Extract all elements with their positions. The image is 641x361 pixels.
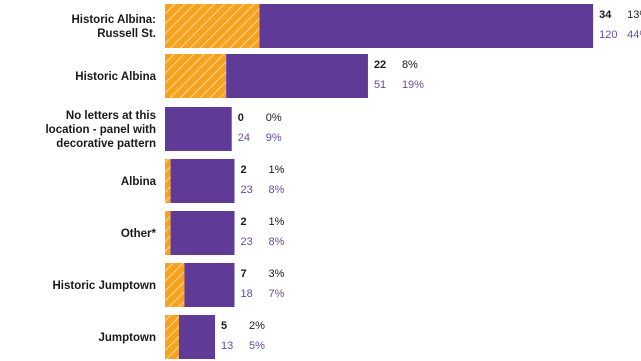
bar-segment-hatched bbox=[165, 4, 260, 48]
bar-segment-solid bbox=[226, 54, 368, 98]
bar-segment-hatched bbox=[165, 159, 171, 203]
value-label: 120 bbox=[599, 29, 617, 41]
bar-segment-solid bbox=[170, 211, 235, 255]
percent-label: 8% bbox=[269, 236, 285, 248]
percent-label: 19% bbox=[402, 79, 424, 91]
value-label: 0 bbox=[238, 112, 244, 124]
value-label: 51 bbox=[374, 79, 386, 91]
bar-segment-solid bbox=[259, 4, 594, 48]
percent-label: 13% bbox=[627, 9, 641, 21]
bar-segment-hatched bbox=[165, 315, 179, 359]
bar-segment-hatched bbox=[165, 263, 185, 307]
bar-segment-solid bbox=[170, 159, 235, 203]
bar-segment-solid bbox=[184, 263, 235, 307]
percent-label: 2% bbox=[249, 320, 265, 332]
value-label: 7 bbox=[241, 268, 247, 280]
bar-segment-solid bbox=[165, 107, 232, 151]
value-label: 18 bbox=[241, 288, 253, 300]
category-label: Historic Jumptown bbox=[52, 280, 156, 292]
category-label: No letters at this location - panel with d… bbox=[45, 110, 156, 150]
value-label: 2 bbox=[241, 164, 247, 176]
percent-label: 8% bbox=[269, 184, 285, 196]
value-label: 34 bbox=[599, 9, 612, 21]
value-label: 13 bbox=[221, 340, 233, 352]
value-label: 24 bbox=[238, 132, 250, 144]
value-label: 22 bbox=[374, 59, 386, 71]
bar-segment-solid bbox=[178, 315, 216, 359]
bar-segment-hatched bbox=[165, 211, 171, 255]
percent-label: 1% bbox=[269, 164, 285, 176]
percent-label: 5% bbox=[249, 340, 265, 352]
percent-label: 7% bbox=[269, 288, 285, 300]
value-label: 23 bbox=[241, 236, 253, 248]
percent-label: 44% bbox=[627, 29, 641, 41]
category-label: Other* bbox=[121, 228, 157, 240]
value-label: 2 bbox=[241, 216, 247, 228]
category-label: Historic Albina bbox=[75, 71, 156, 83]
percent-label: 8% bbox=[402, 59, 418, 71]
category-label: Albina bbox=[121, 176, 157, 188]
category-label: Jumptown bbox=[99, 332, 157, 344]
value-label: 23 bbox=[241, 184, 253, 196]
percent-label: 0% bbox=[266, 112, 282, 124]
category-label: Historic Albina: Russell St. bbox=[71, 14, 156, 40]
percent-label: 9% bbox=[266, 132, 282, 144]
value-label: 5 bbox=[221, 320, 227, 332]
percent-label: 1% bbox=[269, 216, 285, 228]
percent-label: 3% bbox=[269, 268, 285, 280]
bar-segment-hatched bbox=[165, 54, 227, 98]
